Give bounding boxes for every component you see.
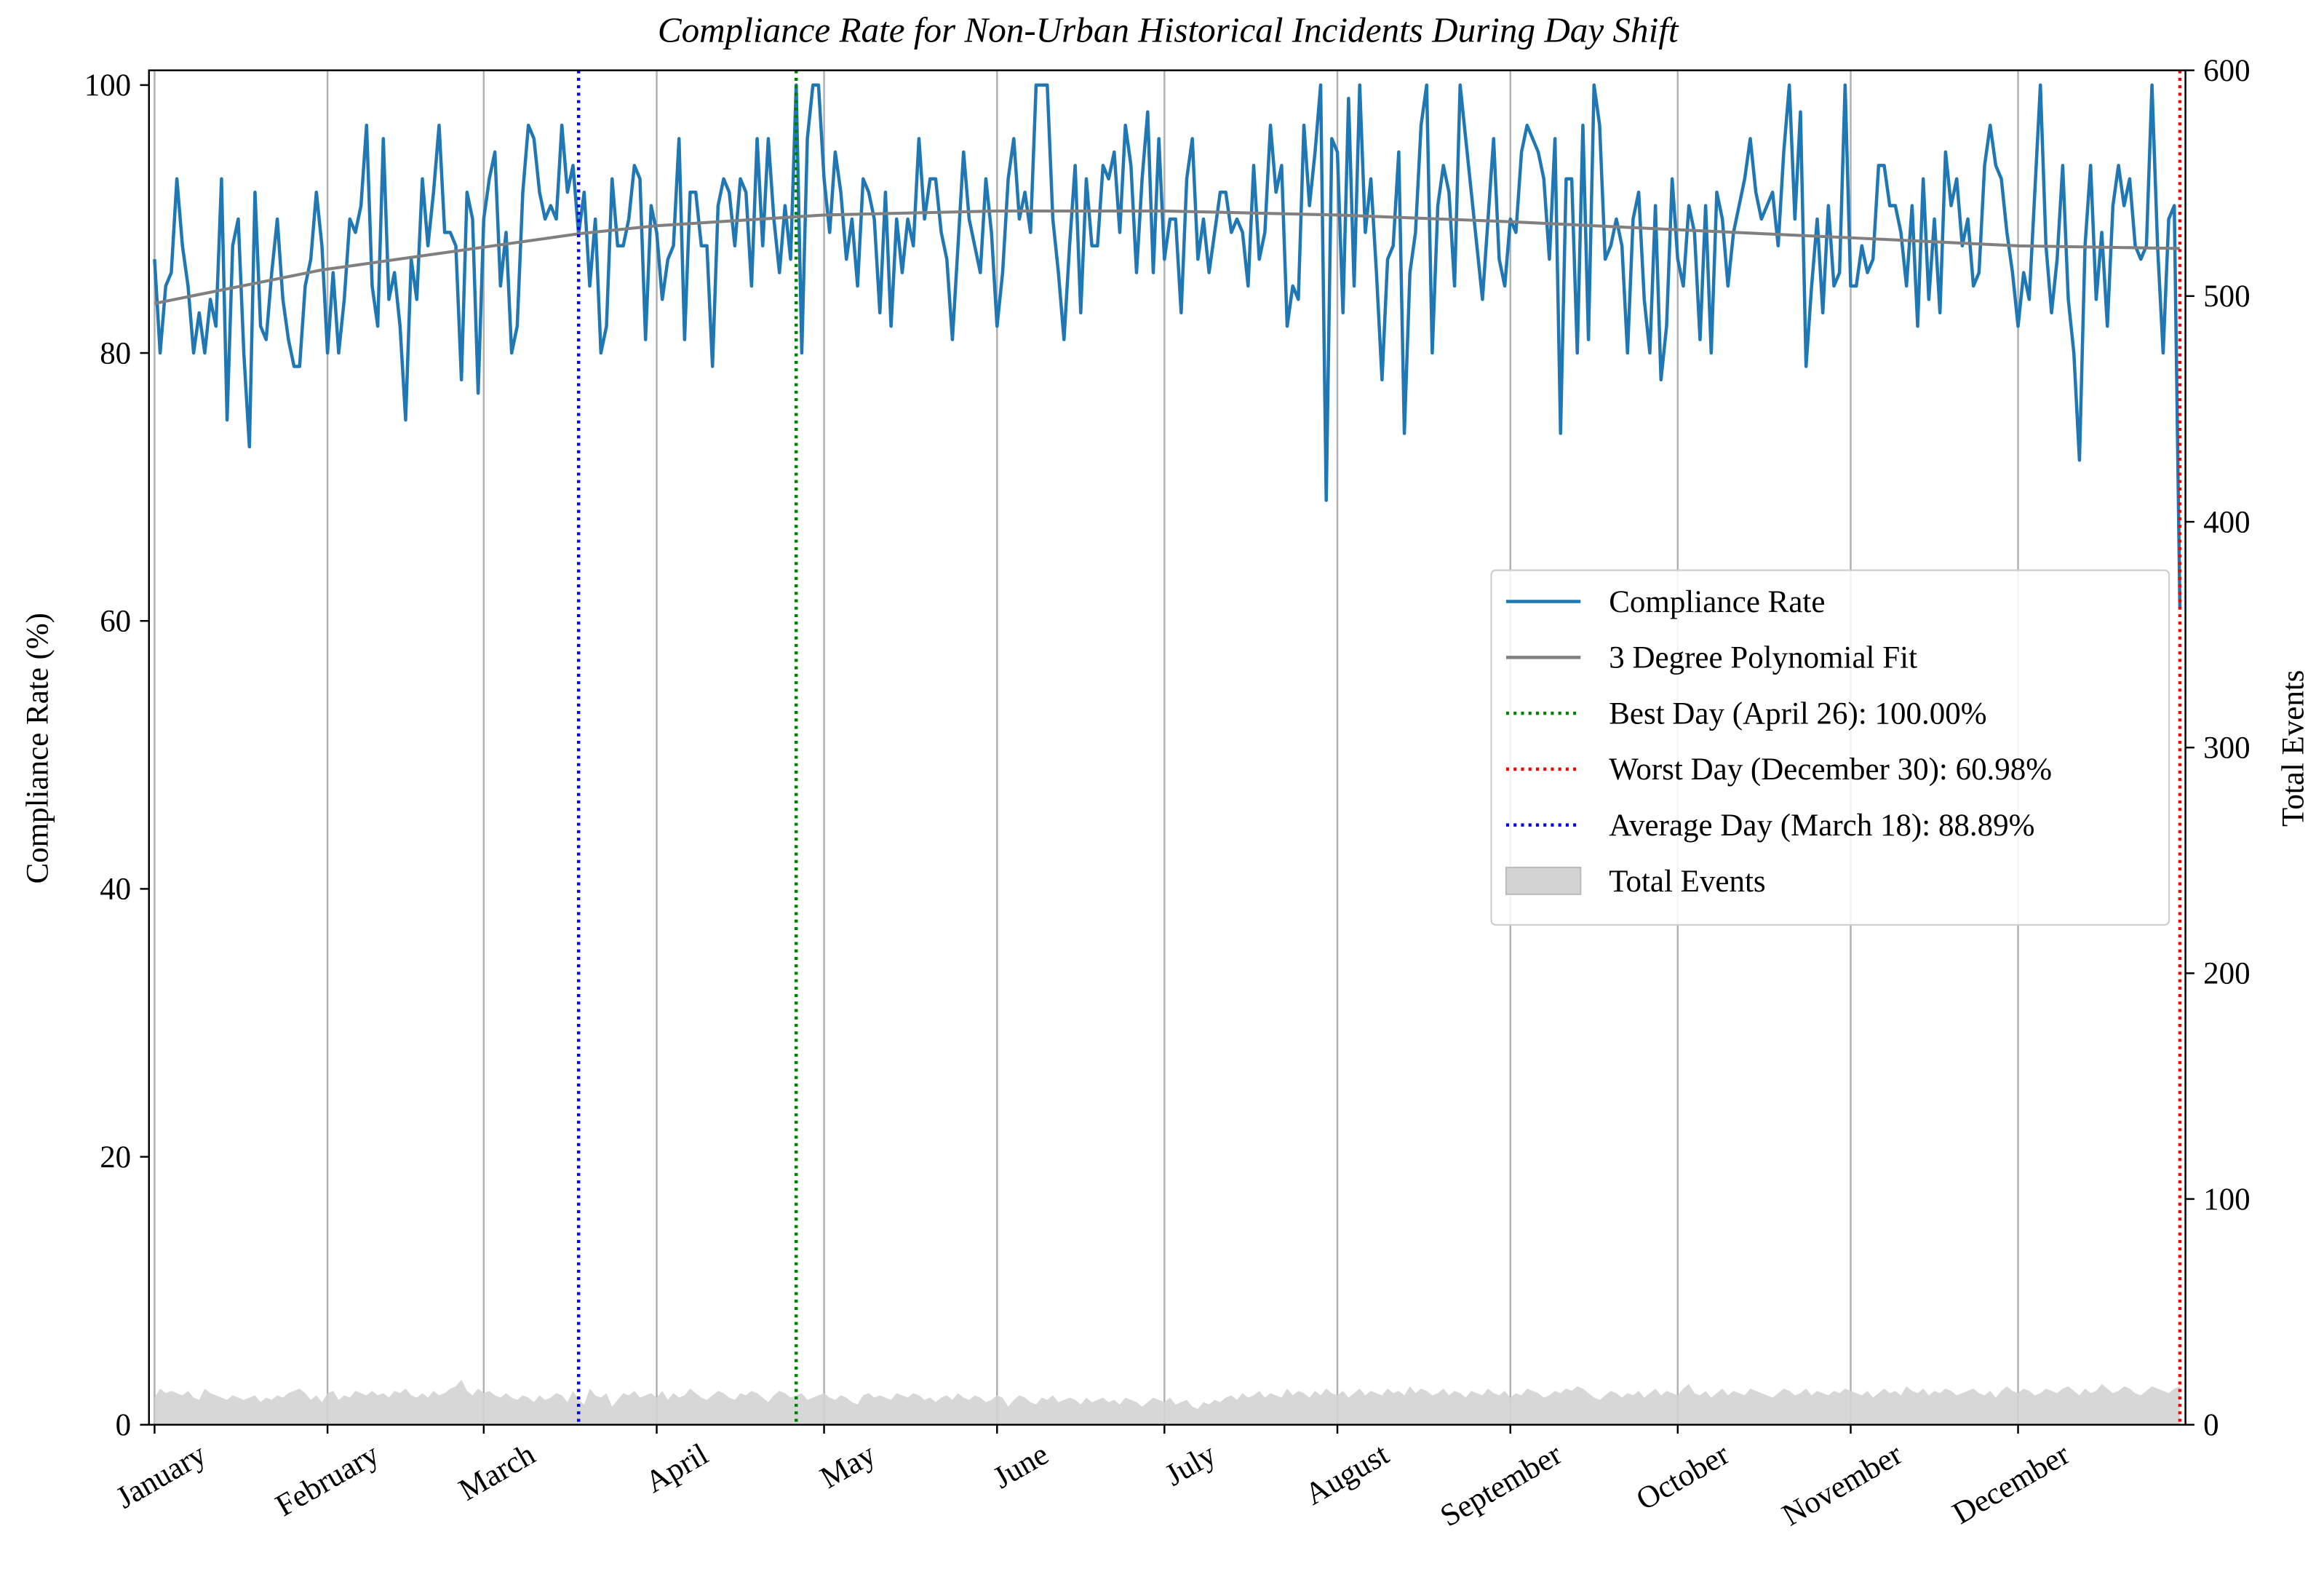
y-tick-label: 40 [100,873,131,907]
y2-tick-label: 300 [2203,731,2250,766]
y-axis-label: Compliance Rate (%) [21,613,55,883]
legend-swatch [1505,866,1582,895]
legend-label: Worst Day (December 30): 60.98% [1609,752,2052,787]
axes-frame [148,69,2186,1426]
legend-label: Compliance Rate [1609,585,1825,619]
legend-label: Total Events [1609,865,1765,899]
y2-tick-label: 400 [2203,505,2250,539]
y2-tick-label: 100 [2203,1183,2250,1217]
y-tick-label: 0 [116,1408,132,1442]
legend-label: Best Day (April 26): 100.00% [1609,696,1986,731]
y2-tick-label: 600 [2203,54,2250,88]
y-tick-label: 100 [84,68,131,103]
y2-tick-label: 200 [2203,957,2250,991]
legend: Compliance Rate 3 Degree Polynomial Fit Be… [1490,569,2170,926]
y2-tick-label: 500 [2203,279,2250,314]
line [153,83,2182,608]
y-tick-label: 60 [100,605,131,639]
legend-label: 3 Degree Polynomial Fit [1609,641,1917,675]
y2-tick-label: 0 [2203,1408,2219,1442]
y2-axis-label: Total Events [2276,670,2310,826]
legend-box [1490,569,2170,926]
y-tick-label: 20 [100,1140,131,1175]
legend-label: Average Day (March 18): 88.89% [1609,809,2034,843]
chart-title: Compliance Rate for Non-Urban Historical… [658,10,1679,50]
y-tick-label: 80 [100,336,131,370]
line [154,209,2180,305]
area [154,1379,2180,1425]
